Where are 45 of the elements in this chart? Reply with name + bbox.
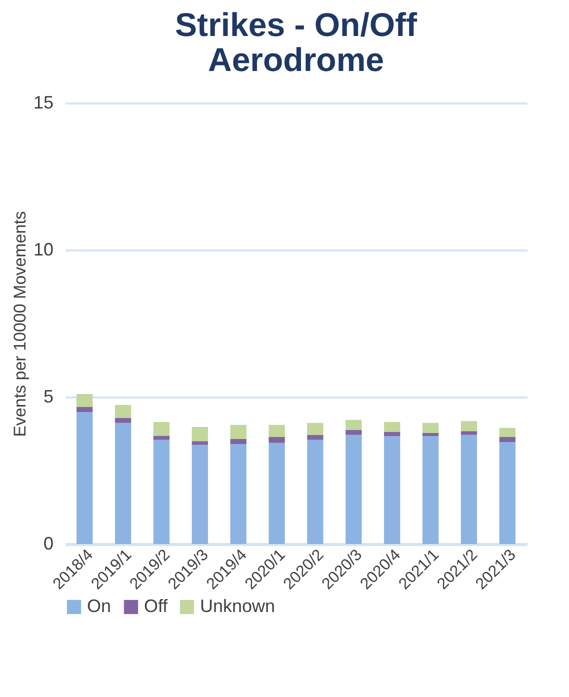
bar (384, 432, 400, 436)
bar (76, 406, 93, 412)
bar (422, 436, 439, 544)
bar (192, 426, 208, 442)
bar (422, 422, 439, 433)
legend-label: On (87, 596, 112, 616)
y-axis-title: Events per 10000 Movements (10, 211, 30, 437)
bar (153, 422, 170, 436)
bar (307, 440, 324, 544)
bar (192, 441, 208, 445)
bar (307, 422, 324, 435)
legend-label: Unknown (200, 596, 276, 616)
bar (114, 404, 132, 418)
bar (153, 436, 170, 440)
bar (499, 442, 516, 544)
y-tick-label: 15 (33, 92, 54, 112)
bar (499, 428, 516, 437)
chart-title: Strikes - On/Off Aerodrome (174, 6, 418, 78)
bar (76, 412, 93, 544)
bar (384, 422, 400, 432)
bar (499, 436, 516, 442)
y-tick-label: 10 (33, 240, 54, 260)
bar (307, 434, 324, 440)
bar (346, 434, 362, 544)
bar (384, 436, 400, 544)
y-tick-label: 5 (43, 386, 54, 406)
y-tick-label: 0 (43, 534, 54, 554)
bar (114, 418, 132, 423)
bar (268, 442, 285, 544)
bar (114, 422, 132, 544)
bar (192, 444, 208, 544)
bar (268, 424, 285, 437)
bar (230, 424, 246, 440)
bar (460, 431, 478, 435)
bar (460, 434, 478, 544)
bar (346, 430, 362, 435)
bar (346, 420, 362, 430)
bar (230, 444, 246, 544)
bar (460, 421, 478, 432)
bar (76, 394, 93, 407)
bar (230, 439, 246, 444)
bar (153, 440, 170, 544)
bar (268, 436, 285, 443)
bar (422, 432, 439, 436)
legend-label: Off (144, 596, 169, 616)
